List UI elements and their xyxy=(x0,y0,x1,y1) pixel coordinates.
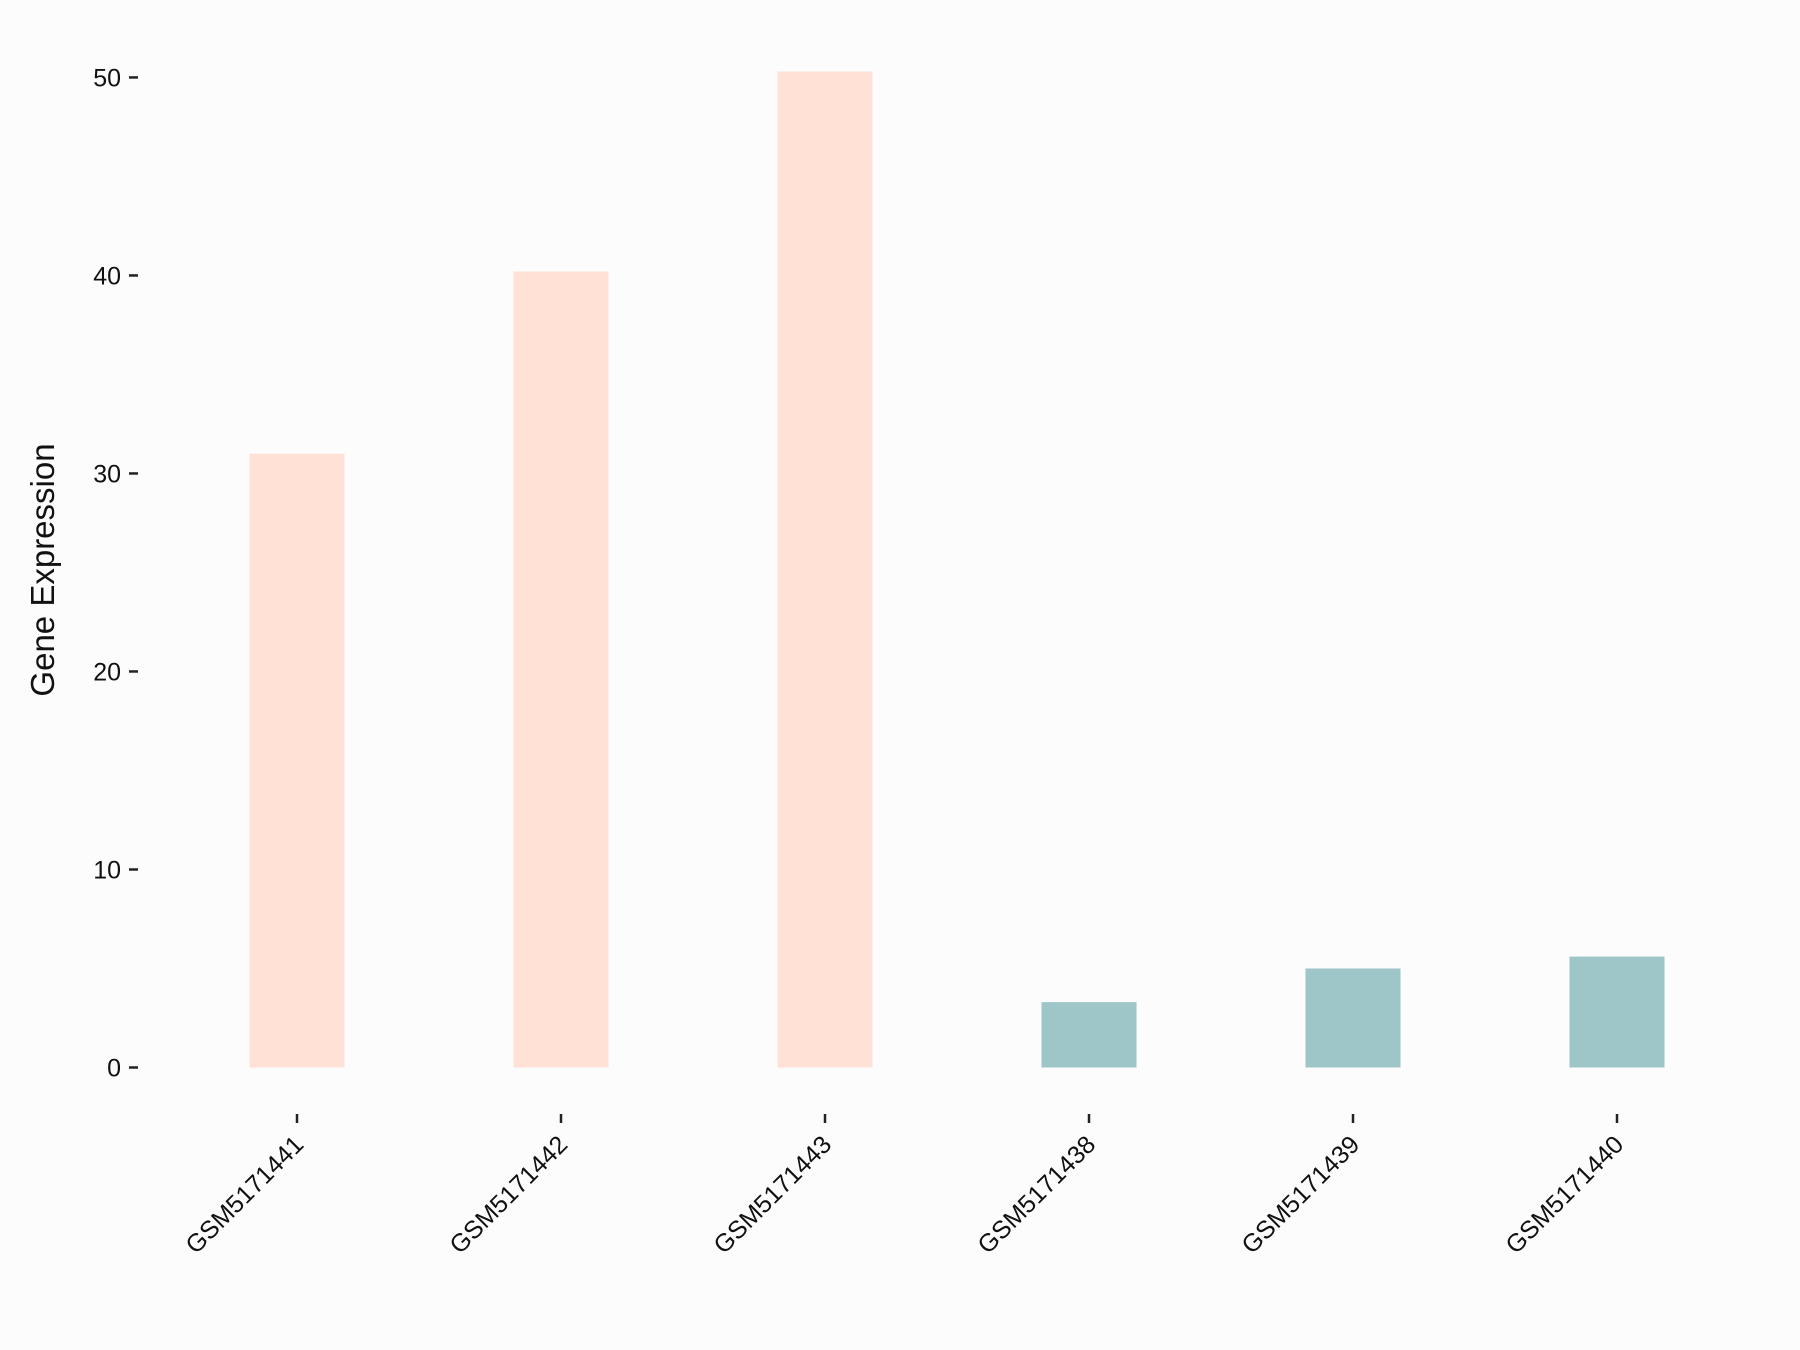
bar xyxy=(1305,968,1401,1068)
bar xyxy=(249,453,345,1068)
y-tick-label: 0 xyxy=(107,1054,121,1082)
y-axis-title: Gene Expression xyxy=(24,443,61,696)
y-tick-label: 40 xyxy=(93,262,121,290)
y-tick-label: 50 xyxy=(93,64,121,92)
bar xyxy=(777,71,873,1068)
y-tick-label: 20 xyxy=(93,658,121,686)
y-tick-label: 30 xyxy=(93,460,121,488)
bar xyxy=(513,271,609,1068)
bar xyxy=(1041,1002,1137,1068)
bar xyxy=(1569,956,1665,1068)
y-tick-label: 10 xyxy=(93,856,121,884)
